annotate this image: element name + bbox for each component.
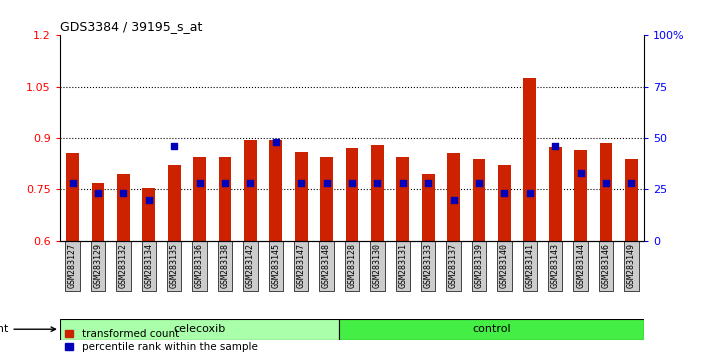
Bar xyxy=(168,165,180,241)
Bar xyxy=(396,157,409,241)
Point xyxy=(601,181,612,186)
Point xyxy=(524,191,536,196)
Bar xyxy=(472,159,485,241)
Bar xyxy=(219,157,232,241)
Bar xyxy=(66,154,79,241)
Bar xyxy=(600,143,612,241)
Point xyxy=(575,170,586,176)
Bar xyxy=(447,154,460,241)
Point xyxy=(245,181,256,186)
Bar xyxy=(270,140,282,241)
Bar xyxy=(60,319,339,340)
Point xyxy=(194,181,205,186)
Point xyxy=(397,181,408,186)
Bar xyxy=(193,157,206,241)
Text: GDS3384 / 39195_s_at: GDS3384 / 39195_s_at xyxy=(60,20,202,33)
Point xyxy=(118,191,129,196)
Point xyxy=(626,181,637,186)
Bar xyxy=(422,174,434,241)
Bar xyxy=(117,174,130,241)
Legend: transformed count, percentile rank within the sample: transformed count, percentile rank withi… xyxy=(65,329,258,352)
Point xyxy=(143,197,154,202)
Bar xyxy=(625,159,638,241)
Bar xyxy=(549,147,562,241)
Bar xyxy=(524,78,536,241)
Point xyxy=(296,181,307,186)
Bar xyxy=(371,145,384,241)
Point xyxy=(220,181,231,186)
Point xyxy=(499,191,510,196)
Point xyxy=(321,181,332,186)
Bar xyxy=(346,148,358,241)
Point xyxy=(92,191,103,196)
Point xyxy=(473,181,484,186)
Point xyxy=(550,143,561,149)
Bar xyxy=(92,183,104,241)
Point xyxy=(67,181,78,186)
Point xyxy=(372,181,383,186)
Text: control: control xyxy=(472,324,511,334)
Point xyxy=(448,197,459,202)
Text: celecoxib: celecoxib xyxy=(173,324,226,334)
Bar xyxy=(339,319,644,340)
Point xyxy=(346,181,358,186)
Bar xyxy=(244,140,257,241)
Point xyxy=(270,139,282,145)
Bar xyxy=(498,165,511,241)
Bar xyxy=(142,188,155,241)
Text: agent: agent xyxy=(0,324,56,334)
Point xyxy=(168,143,180,149)
Bar xyxy=(574,150,587,241)
Point xyxy=(422,181,434,186)
Bar xyxy=(295,152,308,241)
Bar xyxy=(320,157,333,241)
